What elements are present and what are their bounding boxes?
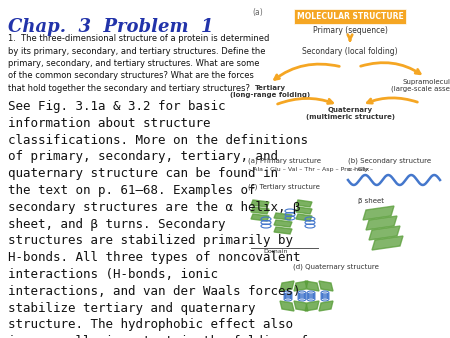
Polygon shape: [319, 301, 333, 311]
Polygon shape: [280, 281, 294, 291]
Text: – Ala – Glu – Val – Thr – Asp – Pro – Gly –: – Ala – Glu – Val – Thr – Asp – Pro – Gl…: [248, 167, 373, 172]
Text: 1.  The three-dimensional structure of a protein is determined
by its primary, s: 1. The three-dimensional structure of a …: [8, 34, 270, 93]
Polygon shape: [274, 220, 292, 227]
Text: MOLECULAR STRUCTURE: MOLECULAR STRUCTURE: [297, 12, 403, 21]
Polygon shape: [296, 214, 312, 221]
Polygon shape: [305, 301, 319, 311]
Polygon shape: [251, 214, 269, 221]
Text: (a) Primary structure: (a) Primary structure: [248, 158, 321, 165]
Text: Chap.  3  Problem  1: Chap. 3 Problem 1: [8, 18, 213, 36]
Polygon shape: [294, 281, 308, 291]
Polygon shape: [280, 301, 294, 311]
Polygon shape: [294, 301, 308, 311]
Text: (b) Secondary structure: (b) Secondary structure: [348, 158, 431, 165]
Text: (d) Quaternary structure: (d) Quaternary structure: [293, 264, 379, 270]
Polygon shape: [369, 226, 400, 240]
Text: Secondary (local folding): Secondary (local folding): [302, 47, 398, 56]
Text: β sheet: β sheet: [358, 198, 384, 204]
Polygon shape: [305, 281, 319, 291]
Text: See Fig. 3.1a & 3.2 for basic
information about structure
classifications. More : See Fig. 3.1a & 3.2 for basic informatio…: [8, 100, 308, 338]
FancyBboxPatch shape: [294, 9, 406, 24]
Polygon shape: [251, 200, 269, 207]
Polygon shape: [296, 200, 312, 207]
Text: (c) Tertiary structure: (c) Tertiary structure: [248, 184, 320, 191]
Polygon shape: [274, 213, 292, 220]
Text: Supramolecular
(large-scale assembly): Supramolecular (large-scale assembly): [391, 79, 450, 93]
Text: Domain: Domain: [264, 249, 288, 254]
Polygon shape: [274, 227, 292, 234]
Polygon shape: [363, 206, 394, 220]
Polygon shape: [319, 281, 333, 291]
Text: Quaternary
(multimeric structure): Quaternary (multimeric structure): [306, 107, 395, 120]
Text: (a): (a): [252, 8, 263, 17]
Polygon shape: [366, 216, 397, 230]
Text: α helix: α helix: [348, 167, 369, 172]
Polygon shape: [251, 207, 269, 214]
Text: Primary (sequence): Primary (sequence): [313, 26, 387, 35]
Polygon shape: [372, 236, 403, 250]
Polygon shape: [296, 207, 312, 214]
Text: Tertiary
(long-range folding): Tertiary (long-range folding): [230, 85, 310, 98]
